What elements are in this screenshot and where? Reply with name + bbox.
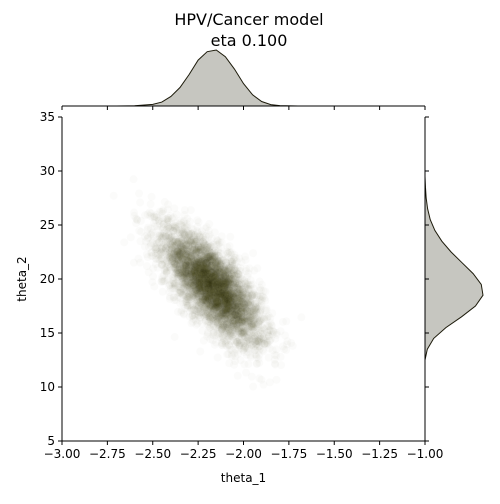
scatter-point: [159, 288, 167, 296]
scatter-point: [206, 313, 214, 321]
scatter-point: [206, 335, 214, 343]
scatter-point: [151, 243, 159, 251]
scatter-point: [182, 241, 190, 249]
scatter-point: [250, 343, 258, 351]
marginal-x-axes: [62, 50, 425, 110]
scatter-point: [135, 190, 143, 198]
scatter-point: [147, 200, 155, 208]
scatter-point: [243, 337, 251, 345]
scatter-point: [150, 282, 158, 290]
scatter-point: [214, 354, 222, 362]
scatter-point: [261, 306, 269, 314]
scatter-point: [250, 285, 258, 293]
scatter-point: [214, 280, 222, 288]
scatter-point: [183, 301, 191, 309]
scatter-point: [190, 282, 198, 290]
scatter-point: [152, 260, 160, 268]
scatter-point: [281, 331, 289, 339]
scatter-point: [150, 219, 158, 227]
scatter-point: [202, 279, 210, 287]
scatter-point: [142, 238, 150, 246]
scatter-point: [249, 383, 257, 391]
scatter-point: [249, 324, 257, 332]
scatter-point: [156, 251, 164, 259]
scatter-point: [149, 272, 157, 280]
scatter-point: [130, 175, 138, 183]
scatter-point: [187, 319, 195, 327]
scatter-point: [168, 232, 176, 240]
scatter-point: [242, 256, 250, 264]
scatter-point: [258, 281, 266, 289]
scatter-point: [228, 346, 236, 354]
scatter-point: [255, 355, 263, 363]
scatter-point: [230, 323, 238, 331]
scatter-point: [134, 255, 142, 263]
scatter-point: [158, 275, 166, 283]
scatter-point: [148, 193, 156, 201]
scatter-point: [130, 212, 138, 220]
scatter-point: [120, 238, 128, 246]
scatter-point: [205, 220, 213, 228]
scatter-point: [137, 228, 145, 236]
marginal-x-kde-fill: [116, 50, 298, 106]
scatter-point: [144, 253, 152, 261]
scatter-point: [195, 218, 203, 226]
scatter-point: [249, 249, 257, 257]
scatter-point: [163, 268, 171, 276]
scatter-point: [297, 313, 305, 321]
scatter-point: [227, 251, 235, 259]
scatter-point: [166, 293, 174, 301]
scatter-point: [173, 210, 181, 218]
scatter-point: [193, 240, 201, 248]
scatter-point: [257, 376, 265, 384]
scatter-point: [187, 206, 195, 214]
scatter-point: [242, 280, 250, 288]
scatter-point: [239, 327, 247, 335]
scatter-point: [214, 320, 222, 328]
scatter-point: [255, 293, 263, 301]
scatter-point: [198, 327, 206, 335]
scatter-point: [198, 294, 206, 302]
scatter-point: [238, 291, 246, 299]
scatter-point: [279, 318, 287, 326]
scatter-point: [127, 233, 135, 241]
scatter-point: [272, 345, 280, 353]
scatter-point: [266, 378, 274, 386]
scatter-point: [258, 315, 266, 323]
scatter-point: [172, 261, 180, 269]
scatter-point: [235, 334, 243, 342]
scatter-point: [226, 233, 234, 241]
scatter-point: [206, 295, 214, 303]
scatter-point: [196, 348, 204, 356]
marginal-y-axes: [425, 117, 483, 441]
chart-title-line-1: HPV/Cancer model: [174, 10, 323, 29]
scatter-point: [271, 361, 279, 369]
scatter-points-layer: [110, 175, 306, 390]
scatter-point: [214, 236, 222, 244]
marginal-y-kde-fill: [425, 176, 483, 360]
scatter-point: [110, 192, 118, 200]
scatter-point: [136, 198, 144, 206]
scatter-point: [185, 234, 193, 242]
scatter-point: [164, 200, 172, 208]
scatter-point: [190, 306, 198, 314]
scatter-point: [171, 284, 179, 292]
scatter-point: [174, 247, 182, 255]
scatter-point: [250, 267, 258, 275]
scatter-point: [132, 219, 140, 227]
scatter-point: [289, 342, 297, 350]
scatter-point: [248, 373, 256, 381]
scatter-point: [234, 372, 242, 380]
chart-title-line-2: eta 0.100: [211, 31, 288, 50]
scatter-point: [225, 359, 233, 367]
scatter-point: [244, 315, 252, 323]
scatter-point: [171, 333, 179, 341]
scatter-point: [198, 231, 206, 239]
